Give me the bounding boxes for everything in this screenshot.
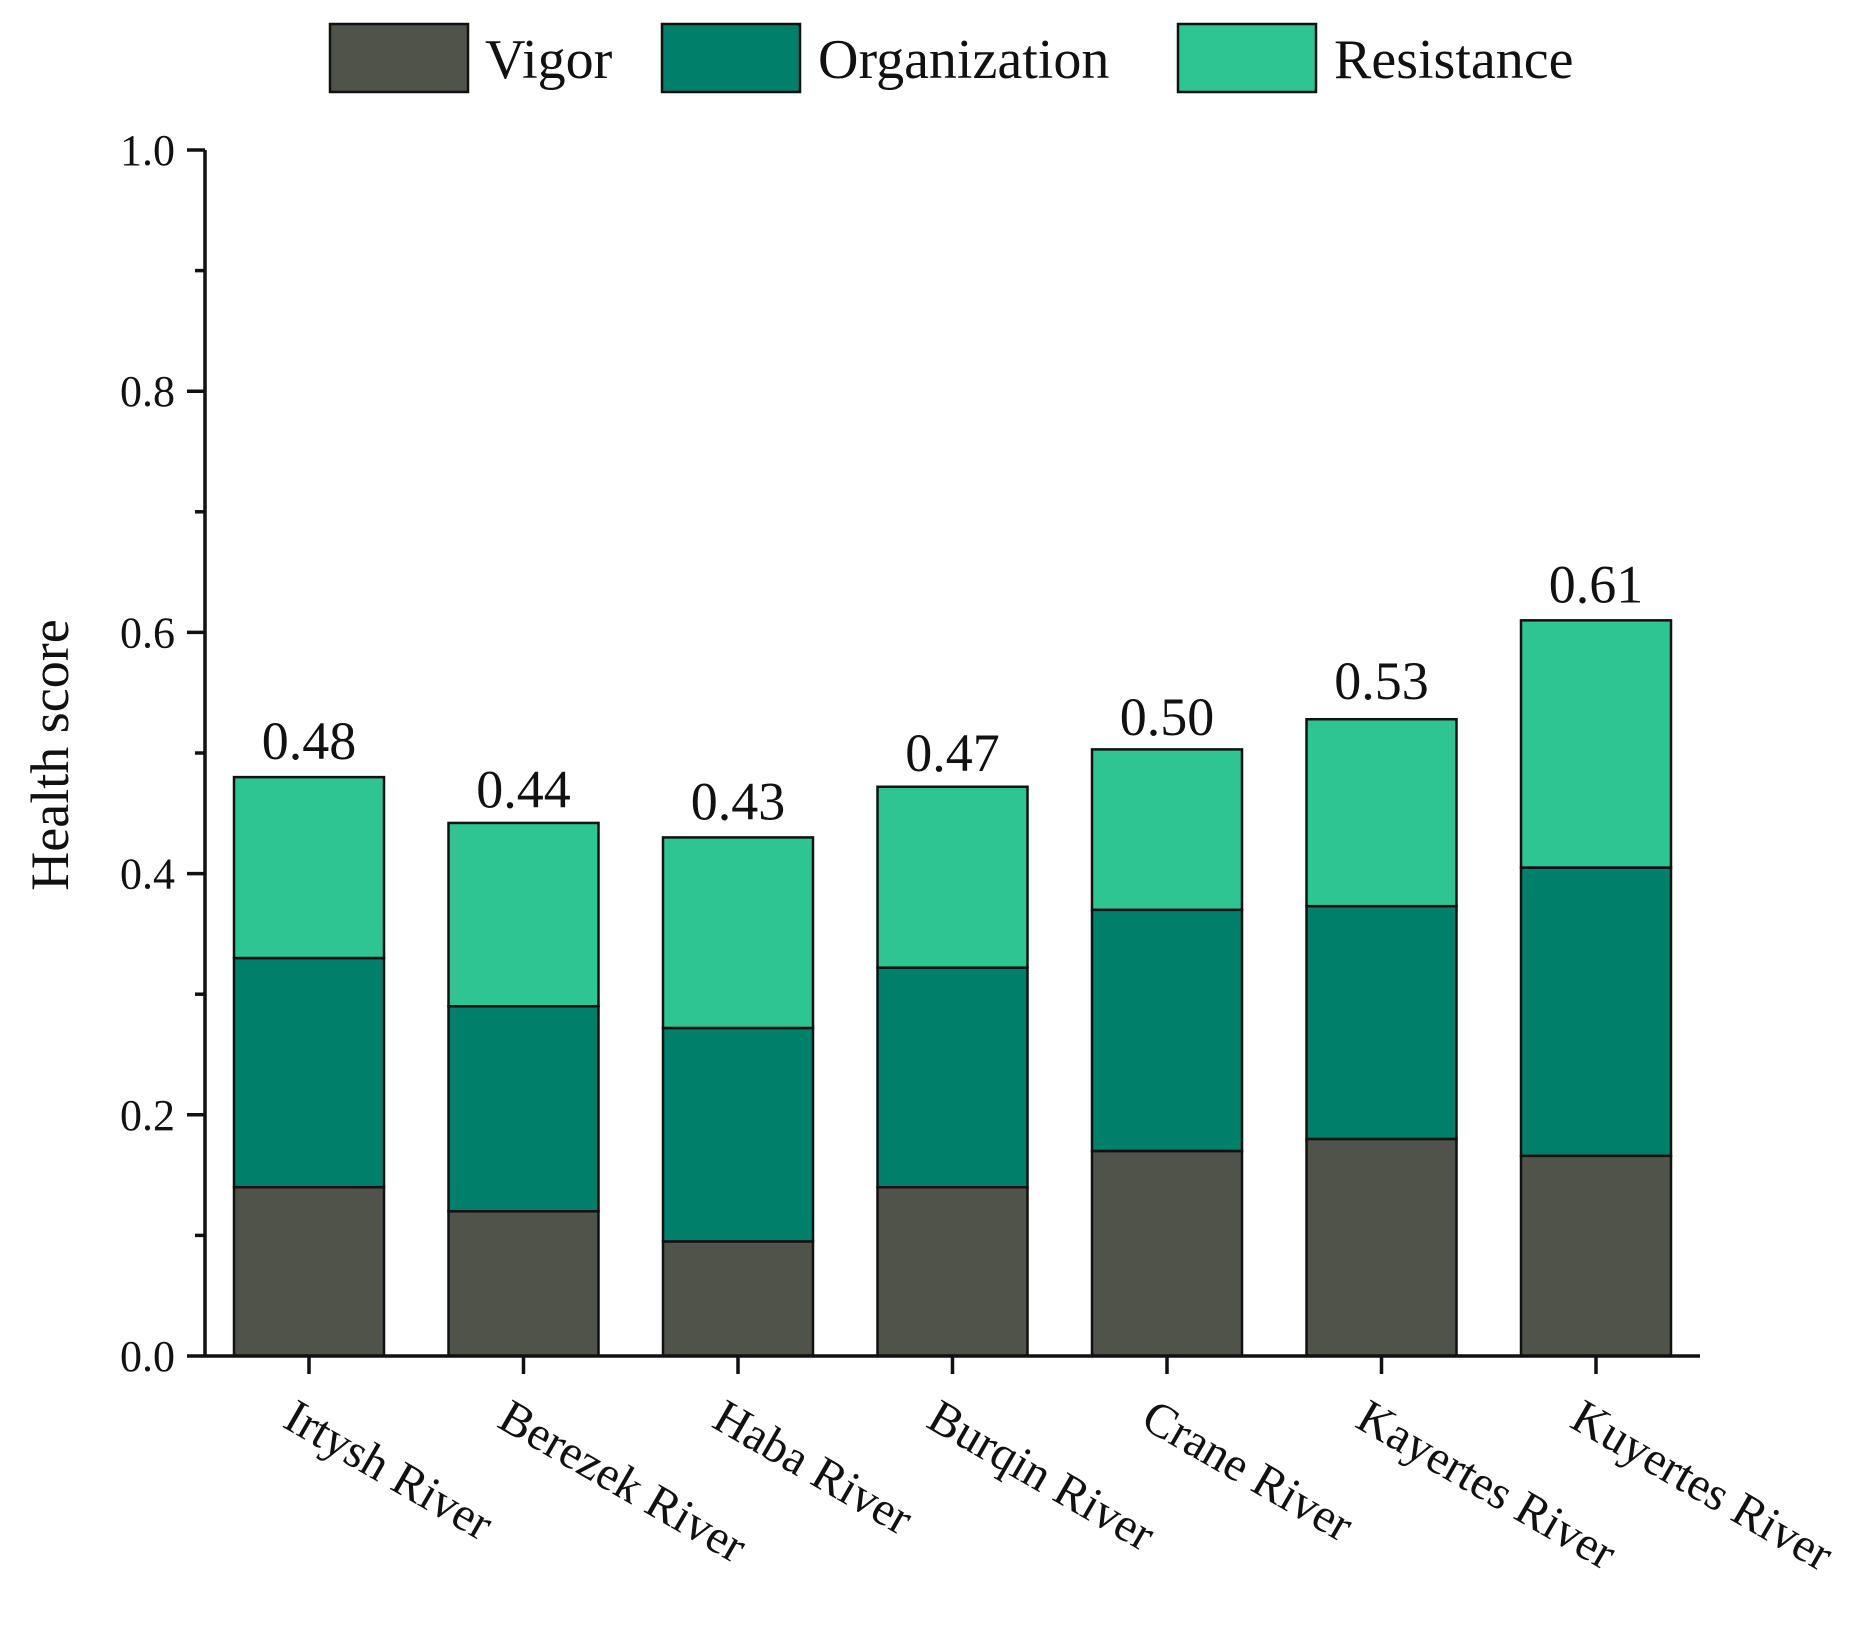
legend: Vigor Organization Resistance [328,22,1573,94]
bar-vigor-berezek-river [447,1210,600,1358]
bars [232,619,1673,1358]
bar-organization-berezek-river [447,1005,600,1213]
bar-resistance-haba-river [661,836,815,1030]
bar-resistance-irtysh-river [232,775,386,960]
bar-resistance-burqin-river [876,785,1029,969]
bar-organization-crane-river [1090,908,1244,1153]
y-tick-label: 1.0 [120,126,175,175]
total-label: 0.61 [1549,554,1644,614]
total-label: 0.50 [1120,687,1215,747]
bar-vigor-kayertes-river [1305,1137,1458,1358]
x-category-label: Burqin River [919,1390,1164,1562]
x-category-label: Crane River [1134,1390,1363,1553]
total-labels: 0.48 0.44 0.43 0.47 0.50 0.53 0.61 [262,554,1644,831]
bar-vigor-irtysh-river [232,1185,386,1358]
legend-label-organization: Organization [818,29,1109,91]
legend-swatch-resistance [1176,22,1318,94]
x-category-label: Irtysh River [276,1390,502,1551]
y-axis-title: Health score [20,619,80,890]
total-label: 0.43 [691,771,786,831]
y-tick-label: 0.8 [120,367,175,416]
total-label: 0.48 [262,711,357,771]
bar-vigor-haba-river [661,1240,815,1358]
total-label: 0.53 [1334,651,1429,711]
bar-resistance-kayertes-river [1305,717,1458,908]
y-tick-label: 0.6 [120,608,175,657]
legend-label-resistance: Resistance [1334,29,1573,91]
bar-organization-haba-river [661,1026,815,1243]
bar-organization-irtysh-river [232,956,386,1189]
y-tick-label: 0.4 [120,850,175,899]
legend-swatch-organization [660,22,802,94]
bar-resistance-kuyertes-river [1519,619,1673,869]
legend-label-vigor: Vigor [485,29,613,91]
bar-resistance-crane-river [1090,748,1244,912]
total-label: 0.47 [905,723,1000,783]
bar-vigor-kuyertes-river [1519,1154,1673,1358]
y-ticks: 0.0 0.2 0.4 0.6 0.8 1.0 [120,126,205,1381]
bar-resistance-berezek-river [447,821,600,1008]
y-tick-label: 0.2 [120,1091,175,1140]
bar-organization-kuyertes-river [1519,866,1673,1158]
y-tick-label: 0.0 [120,1332,175,1381]
legend-swatch-vigor [328,22,470,94]
bar-vigor-burqin-river [876,1185,1029,1358]
bar-organization-burqin-river [876,966,1029,1189]
bar-vigor-crane-river [1090,1149,1244,1358]
total-label: 0.44 [476,759,571,819]
bar-organization-kayertes-river [1305,904,1458,1141]
